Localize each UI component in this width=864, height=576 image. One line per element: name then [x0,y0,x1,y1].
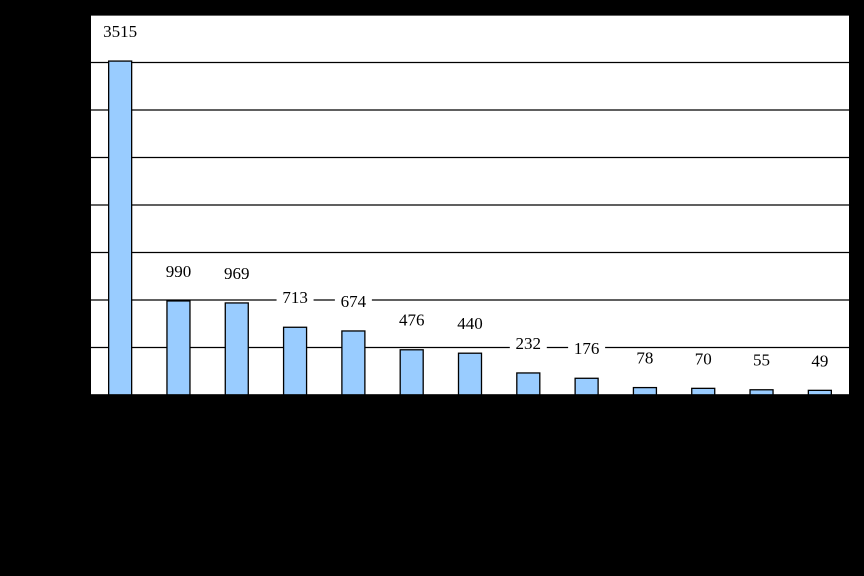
value-label-bg [276,288,314,311]
bar [166,300,191,396]
y-tick-label: 2500 [49,146,83,165]
value-label: 78 [636,348,653,367]
value-label: 49 [811,351,828,370]
bar [457,352,483,396]
y-tick-label: 4000 [49,4,83,23]
bar [399,349,424,396]
value-label-bg [747,350,776,373]
value-label-bg [218,263,256,286]
y-tick-label: 0 [75,384,84,403]
value-label: 713 [282,288,308,307]
value-label: 3515 [103,22,137,41]
value-label: 176 [574,339,600,358]
value-label-bg [451,314,489,337]
value-label: 232 [516,334,542,353]
y-tick-label: 2000 [49,194,83,213]
value-label: 674 [341,292,367,311]
value-label-bg [689,349,718,372]
bar [224,302,249,396]
value-label: 969 [224,264,250,283]
y-tick-label: 1000 [49,289,83,308]
bar [516,372,541,396]
y-tick-label: 3000 [49,99,83,118]
value-label-bg [97,22,144,45]
y-tick-label: 3500 [49,51,83,70]
value-label: 990 [166,262,192,281]
y-tick-label: 500 [58,336,84,355]
value-label-bg [568,339,606,362]
bar [691,387,716,396]
bar [108,60,133,396]
bar [341,330,366,396]
value-label: 70 [695,349,712,368]
bar [749,389,774,396]
bar [632,386,658,396]
value-label-bg [509,333,547,356]
value-label: 55 [753,351,770,370]
bar [282,326,308,396]
value-label-bg [159,261,197,284]
bar [574,377,599,396]
value-label-bg [393,310,431,333]
value-label-bg [334,291,372,314]
y-tick-label: 1500 [49,241,83,260]
value-label-bg [630,348,659,371]
value-label: 476 [399,311,425,330]
value-label-bg [805,351,834,374]
value-label: 440 [457,314,483,333]
